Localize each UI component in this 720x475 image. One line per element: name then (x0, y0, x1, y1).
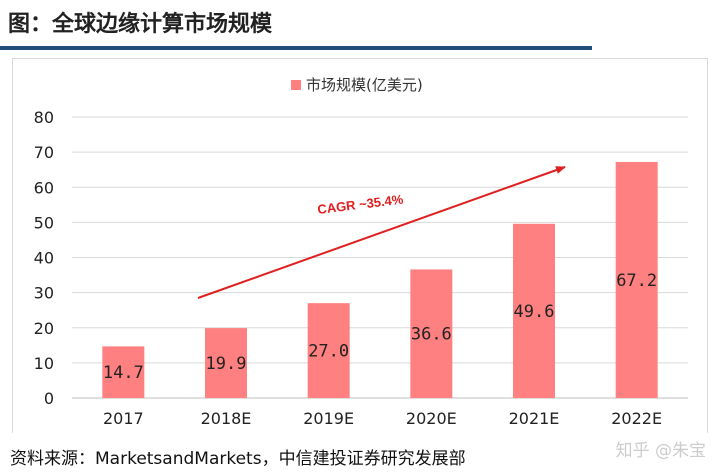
data-label: 19.9 (206, 354, 247, 374)
y-tick-label: 50 (34, 213, 54, 232)
y-tick-label: 80 (34, 108, 54, 127)
legend-label: 市场规模(亿美元) (306, 76, 423, 94)
y-tick-label: 60 (34, 178, 54, 197)
bar-2021e (513, 223, 555, 398)
y-axis-ticks: 0 10 20 30 40 50 60 70 80 (34, 108, 54, 408)
data-label: 14.7 (103, 363, 144, 383)
trend-arrow (197, 166, 566, 299)
gridlines (72, 116, 688, 399)
bar-2022e (615, 161, 658, 398)
data-label: 27.0 (308, 342, 349, 362)
bar-2020e (410, 269, 453, 398)
data-label: 49.6 (514, 302, 555, 322)
y-tick-label: 0 (44, 389, 54, 408)
page-title: 图：全球边缘计算市场规模 (8, 12, 273, 37)
data-labels: 14.7 19.9 27.0 36.6 49.6 67.2 (103, 271, 657, 383)
legend-swatch (291, 80, 301, 90)
legend: 市场规模(亿美元) (291, 76, 423, 94)
bars (102, 161, 658, 398)
y-tick-label: 30 (34, 284, 54, 303)
x-tick-label: 2021E (509, 409, 560, 428)
y-tick-label: 40 (34, 249, 54, 268)
title-rule (0, 46, 592, 50)
x-tick-label: 2018E (201, 409, 252, 428)
bar-2018e (205, 328, 247, 398)
bar-2019e (307, 303, 350, 398)
x-tick-label: 2017 (103, 409, 144, 428)
data-label: 67.2 (616, 271, 657, 291)
watermark: 知乎 @朱宝 (615, 441, 706, 461)
x-tick-label: 2020E (406, 409, 457, 428)
x-tick-label: 2022E (611, 409, 662, 428)
chart-frame (12, 58, 708, 433)
y-tick-label: 70 (34, 143, 54, 162)
source-note: 资料来源：MarketsandMarkets，中信建投证券研究发展部 (10, 449, 466, 469)
cagr-annotation: CAGR ~35.4% (317, 192, 405, 217)
x-tick-label: 2019E (303, 409, 354, 428)
y-tick-label: 20 (34, 319, 54, 338)
bar-2017 (102, 346, 145, 398)
data-label: 36.6 (411, 325, 452, 345)
y-tick-label: 10 (34, 354, 54, 373)
x-axis-ticks: 2017 2018E 2019E 2020E 2021E 2022E (103, 409, 662, 428)
